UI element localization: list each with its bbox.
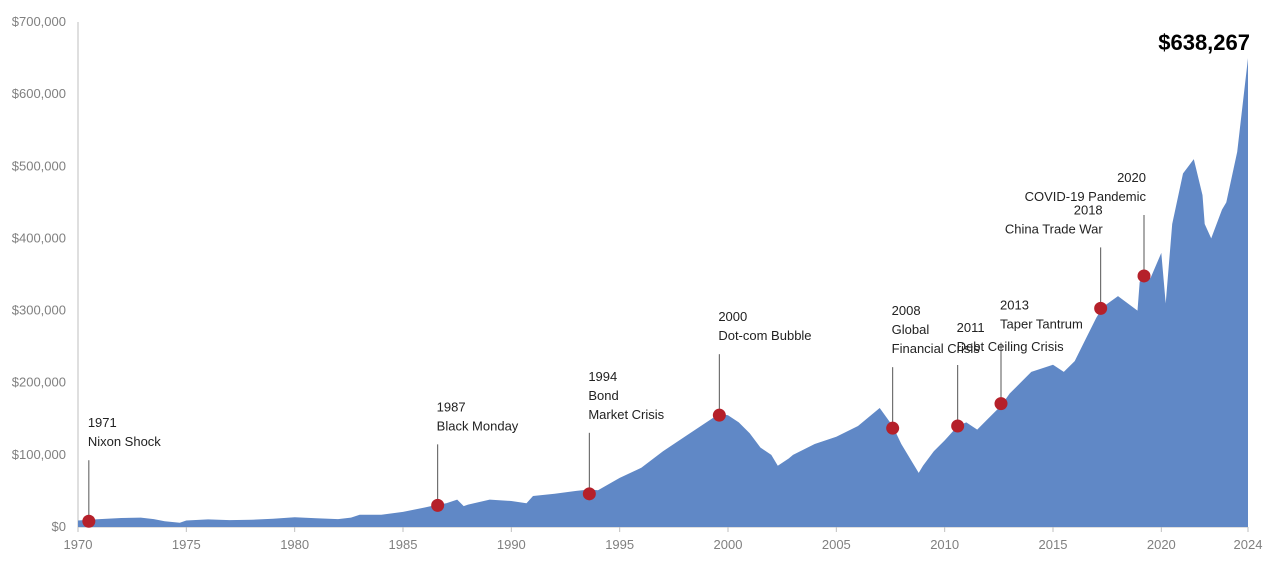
x-tick-label: 2010 (930, 537, 959, 552)
annotation-year: 2011 (957, 320, 985, 335)
x-tick-label: 2020 (1147, 537, 1176, 552)
annotation-event-label: Taper Tantrum (1000, 317, 1083, 332)
x-tick-label: 1995 (605, 537, 634, 552)
event-annotation: 1987 Black Monday (431, 399, 519, 512)
x-tick-label: 1985 (389, 537, 418, 552)
event-annotation: 2000 Dot-com Bubble (712, 309, 812, 422)
event-annotation: 2020 COVID-19 Pandemic (1025, 170, 1151, 283)
annotation-year: 2020 (1117, 170, 1146, 185)
annotation-event-label: Market Crisis (588, 407, 664, 422)
annotation-event-label: Bond (588, 388, 618, 403)
annotation-year: 2013 (1000, 298, 1029, 313)
annotation-event-label: China Trade War (1005, 221, 1103, 236)
annotation-year: 2008 (892, 303, 921, 318)
y-tick-label: $600,000 (12, 86, 66, 101)
x-tick-label: 2015 (1039, 537, 1068, 552)
annotation-event-label: Debt Ceiling Crisis (957, 339, 1064, 354)
annotation-event-label: Black Monday (437, 418, 519, 433)
event-marker-dot (582, 487, 596, 501)
y-tick-label: $700,000 (12, 14, 66, 29)
area-series-portfolio-value (78, 58, 1248, 527)
y-tick-label: $100,000 (12, 447, 66, 462)
x-tick-label: 1990 (497, 537, 526, 552)
x-axis: 1970 1975 1980 1985 1990 1995 2000 2005 2010 2015… (64, 526, 1263, 552)
annotation-year: 1987 (437, 399, 466, 414)
y-tick-label: $300,000 (12, 303, 66, 318)
event-annotation: 2011 Debt Ceiling Crisis (951, 320, 1064, 433)
event-marker-dot (712, 408, 726, 422)
event-marker-dot (886, 421, 900, 435)
annotation-year: 2018 (1074, 202, 1103, 217)
x-tick-label: 1975 (172, 537, 201, 552)
annotation-event-label: Global (892, 322, 930, 337)
event-marker-dot (1094, 301, 1108, 315)
event-marker-dot (994, 397, 1008, 411)
x-tick-label: 1970 (64, 537, 93, 552)
y-tick-label: $500,000 (12, 158, 66, 173)
event-marker-dot (951, 419, 965, 433)
x-tick-label: 2000 (714, 537, 743, 552)
y-tick-label: $200,000 (12, 375, 66, 390)
event-marker-dot (431, 498, 445, 512)
annotation-year: 1971 (88, 415, 117, 430)
area-series-layer (78, 58, 1248, 527)
annotation-year: 2000 (718, 309, 747, 324)
x-tick-label: 2024 (1234, 537, 1263, 552)
event-annotation: 1994 Bond Market Crisis (582, 369, 665, 501)
event-annotation: 2008 Global Financial Crisis (886, 303, 980, 435)
annotation-year: 1994 (588, 369, 617, 384)
event-annotations: 1971 Nixon Shock 1987 Black Monday 1994 Bond M… (82, 170, 1151, 528)
event-marker-dot (82, 514, 96, 528)
annotation-event-label: COVID-19 Pandemic (1025, 189, 1147, 204)
annotation-event-label: Dot-com Bubble (718, 328, 811, 343)
x-tick-label: 1980 (280, 537, 309, 552)
event-annotation: 1971 Nixon Shock (82, 415, 161, 528)
annotation-event-label: Financial Crisis (892, 341, 981, 356)
event-annotation: 2013 Taper Tantrum (994, 298, 1083, 411)
y-axis: $0 $100,000 $200,000 $300,000 $400,000 $500,0… (12, 14, 79, 534)
event-marker-dot (1137, 269, 1151, 283)
y-tick-label: $400,000 (12, 230, 66, 245)
x-tick-label: 2005 (822, 537, 851, 552)
final-value-label: $638,267 (1158, 30, 1250, 55)
event-annotation: 2018 China Trade War (1005, 202, 1108, 315)
y-tick-label: $0 (52, 519, 66, 534)
annotation-event-label: Nixon Shock (88, 434, 161, 449)
